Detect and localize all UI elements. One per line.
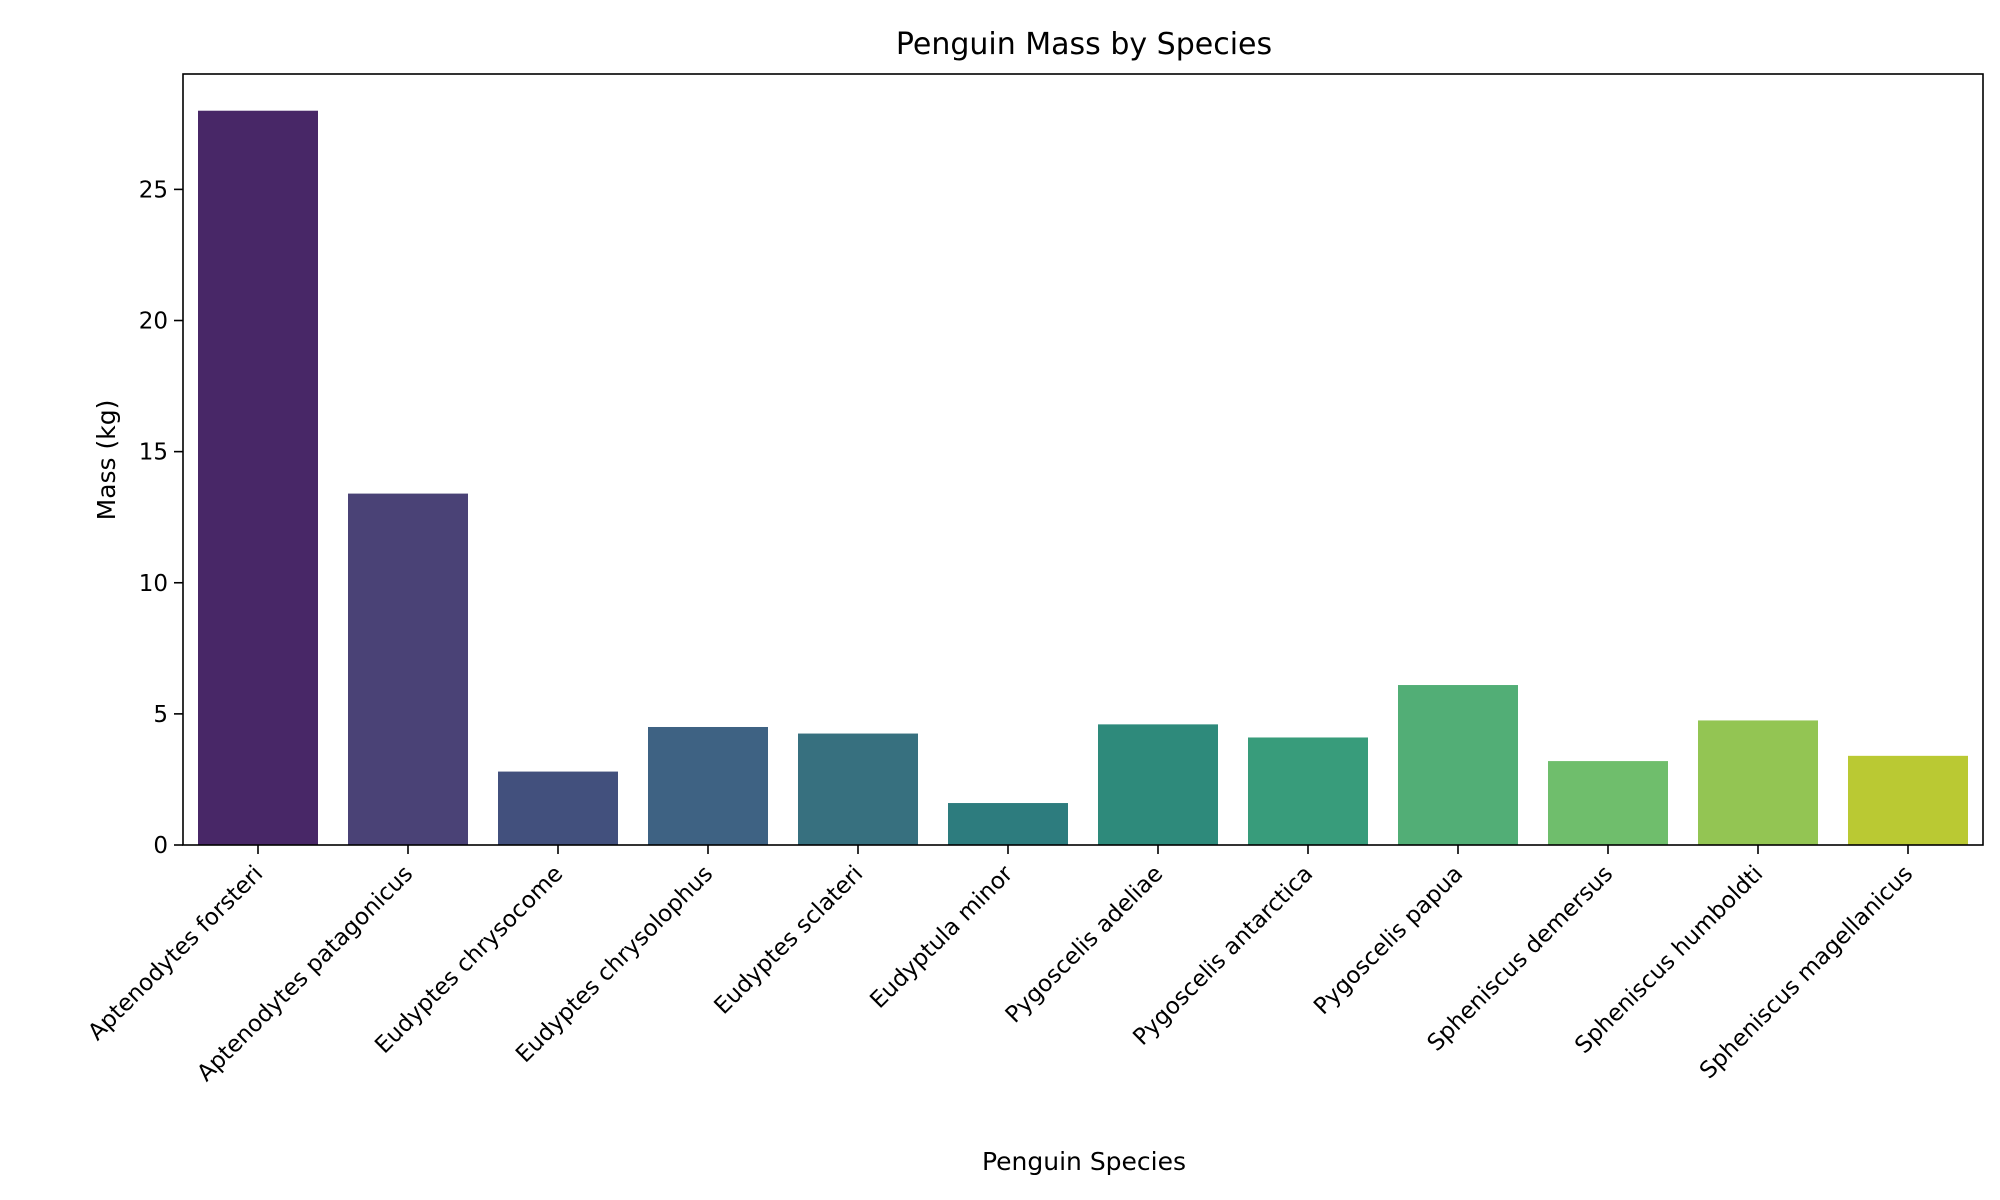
- bar-12: [1848, 755, 1968, 845]
- bar-9: [1398, 685, 1518, 845]
- bar-7: [1098, 724, 1218, 845]
- bar-10: [1548, 761, 1668, 845]
- y-tick-label: 25: [139, 177, 168, 203]
- y-tick-label: 15: [139, 440, 168, 466]
- bar-6: [948, 803, 1068, 845]
- bar-2: [348, 493, 468, 845]
- x-tick-label: Aptenodytes forsteri: [83, 861, 268, 1046]
- y-tick-label: 0: [153, 833, 168, 859]
- plot-frame: [182, 73, 1984, 846]
- x-tick-label: Eudyptes sclateri: [709, 861, 868, 1020]
- chart-title: Penguin Mass by Species: [896, 27, 1272, 62]
- x-axis-label: Penguin Species: [982, 1147, 1186, 1176]
- bar-1: [198, 110, 318, 845]
- bars-group: [198, 110, 1968, 845]
- x-tick-label: Eudyptula minor: [865, 860, 1018, 1013]
- y-tick-label: 10: [139, 571, 168, 597]
- x-tick-label: Pygoscelis adeliae: [1001, 861, 1168, 1028]
- bar-8: [1248, 737, 1368, 845]
- x-tick-label: Pygoscelis papua: [1309, 861, 1468, 1020]
- y-tick-label: 20: [139, 309, 168, 335]
- bar-11: [1698, 720, 1818, 845]
- y-axis: 0 5 10 15 20 25: [139, 177, 183, 859]
- y-axis-label: Mass (kg): [92, 400, 121, 521]
- bar-3: [498, 771, 618, 845]
- bar-4: [648, 726, 768, 845]
- bar-5: [798, 733, 918, 845]
- y-tick-label: 5: [153, 702, 168, 728]
